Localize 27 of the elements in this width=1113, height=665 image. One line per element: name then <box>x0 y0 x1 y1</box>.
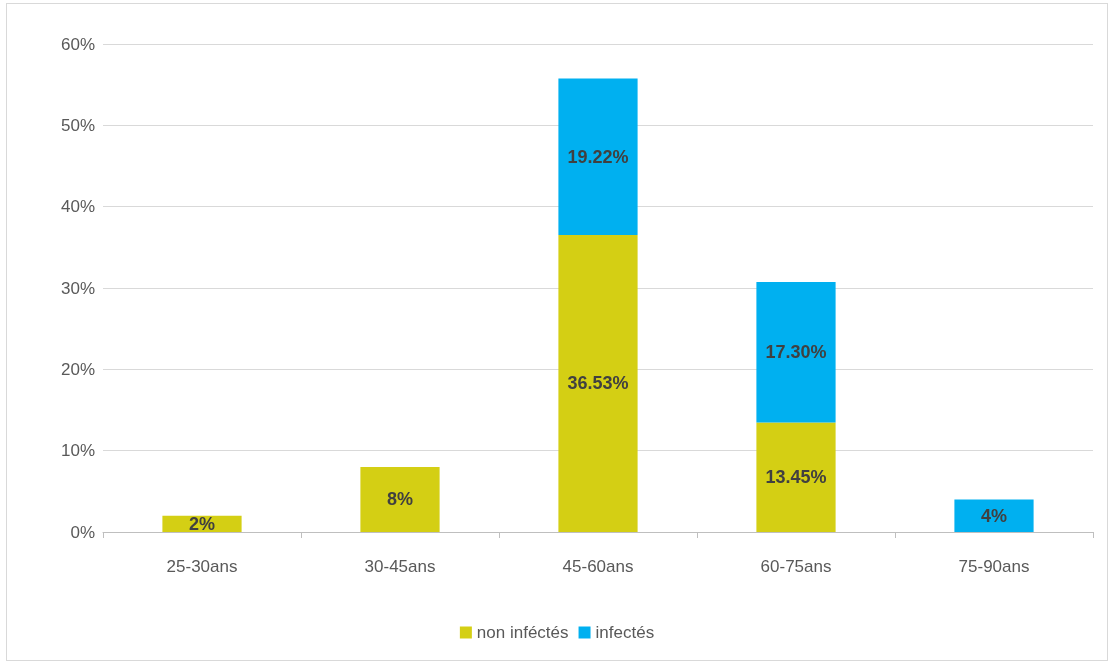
data-label: 2% <box>188 513 216 534</box>
x-tick-label: 25-30ans <box>166 557 238 576</box>
bar <box>756 281 836 423</box>
data-label: 8% <box>386 489 414 510</box>
y-tick-label: 30% <box>60 278 95 298</box>
bar <box>360 466 440 532</box>
data-label: 13.45% <box>765 467 827 488</box>
x-tick-label: 45-60ans <box>562 557 634 576</box>
y-tick-label: 60% <box>60 34 95 54</box>
y-tick-label: 10% <box>60 441 95 461</box>
bar <box>954 499 1034 532</box>
legend-label: infectés <box>595 623 655 642</box>
data-label: 17.30% <box>765 342 827 363</box>
data-label: 36.53% <box>567 373 629 394</box>
legend-label: non inféctés <box>476 623 569 642</box>
y-tick-label: 0% <box>70 522 95 542</box>
x-tick-label: 75-90ans <box>958 557 1030 576</box>
x-tick-label: 60-75ans <box>760 557 832 576</box>
data-label: 4% <box>980 505 1008 526</box>
bar <box>558 78 638 235</box>
bar <box>558 234 638 532</box>
y-tick-label: 40% <box>60 197 95 217</box>
y-tick-label: 20% <box>60 359 95 379</box>
data-label: 19.22% <box>567 146 629 167</box>
y-tick-label: 50% <box>60 115 95 135</box>
bar <box>756 422 836 532</box>
x-tick-label: 30-45ans <box>364 557 436 576</box>
